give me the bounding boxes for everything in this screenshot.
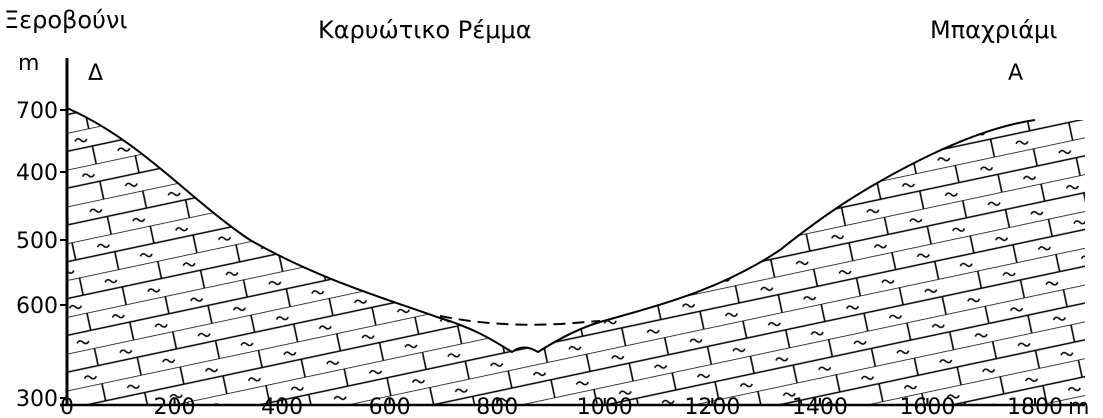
x-unit: m <box>1068 395 1089 418</box>
right-peak: Μπαχριάμι <box>930 16 1057 44</box>
page: Ξεροβούνι Καρυώτικο Ρέμμα Μπαχριάμι Δ Α … <box>0 0 1103 418</box>
x-tick-label: 600 <box>369 395 411 418</box>
x-tick-label: 1600 <box>899 395 955 418</box>
y-unit: m <box>18 51 39 76</box>
valley-name: Καρυώτικο Ρέμμα <box>318 16 532 44</box>
y-tick-label: 400 <box>16 161 58 186</box>
former-surface <box>440 316 600 325</box>
x-tick-label: 1400 <box>792 395 848 418</box>
west-mark: Δ <box>88 61 103 86</box>
limestone <box>67 100 1087 405</box>
x-tick-label: 1800 <box>1007 395 1063 418</box>
y-tick-label: 500 <box>16 229 58 254</box>
y-tick-label: 600 <box>16 294 58 319</box>
y-tick-label: 700 <box>16 99 58 124</box>
cross-section: Ξεροβούνι Καρυώτικο Ρέμμα Μπαχριάμι Δ Α … <box>0 0 1103 418</box>
y-tick-label: 300 <box>16 387 58 412</box>
left-peak: Ξεροβούνι <box>4 6 127 34</box>
x-tick-label: 0 <box>60 395 74 418</box>
x-tick-label: 800 <box>476 395 518 418</box>
x-tick-label: 200 <box>154 395 196 418</box>
east-mark: Α <box>1008 61 1023 86</box>
x-tick-label: 1000 <box>577 395 633 418</box>
x-tick-label: 1200 <box>684 395 740 418</box>
x-tick-label: 400 <box>261 395 303 418</box>
